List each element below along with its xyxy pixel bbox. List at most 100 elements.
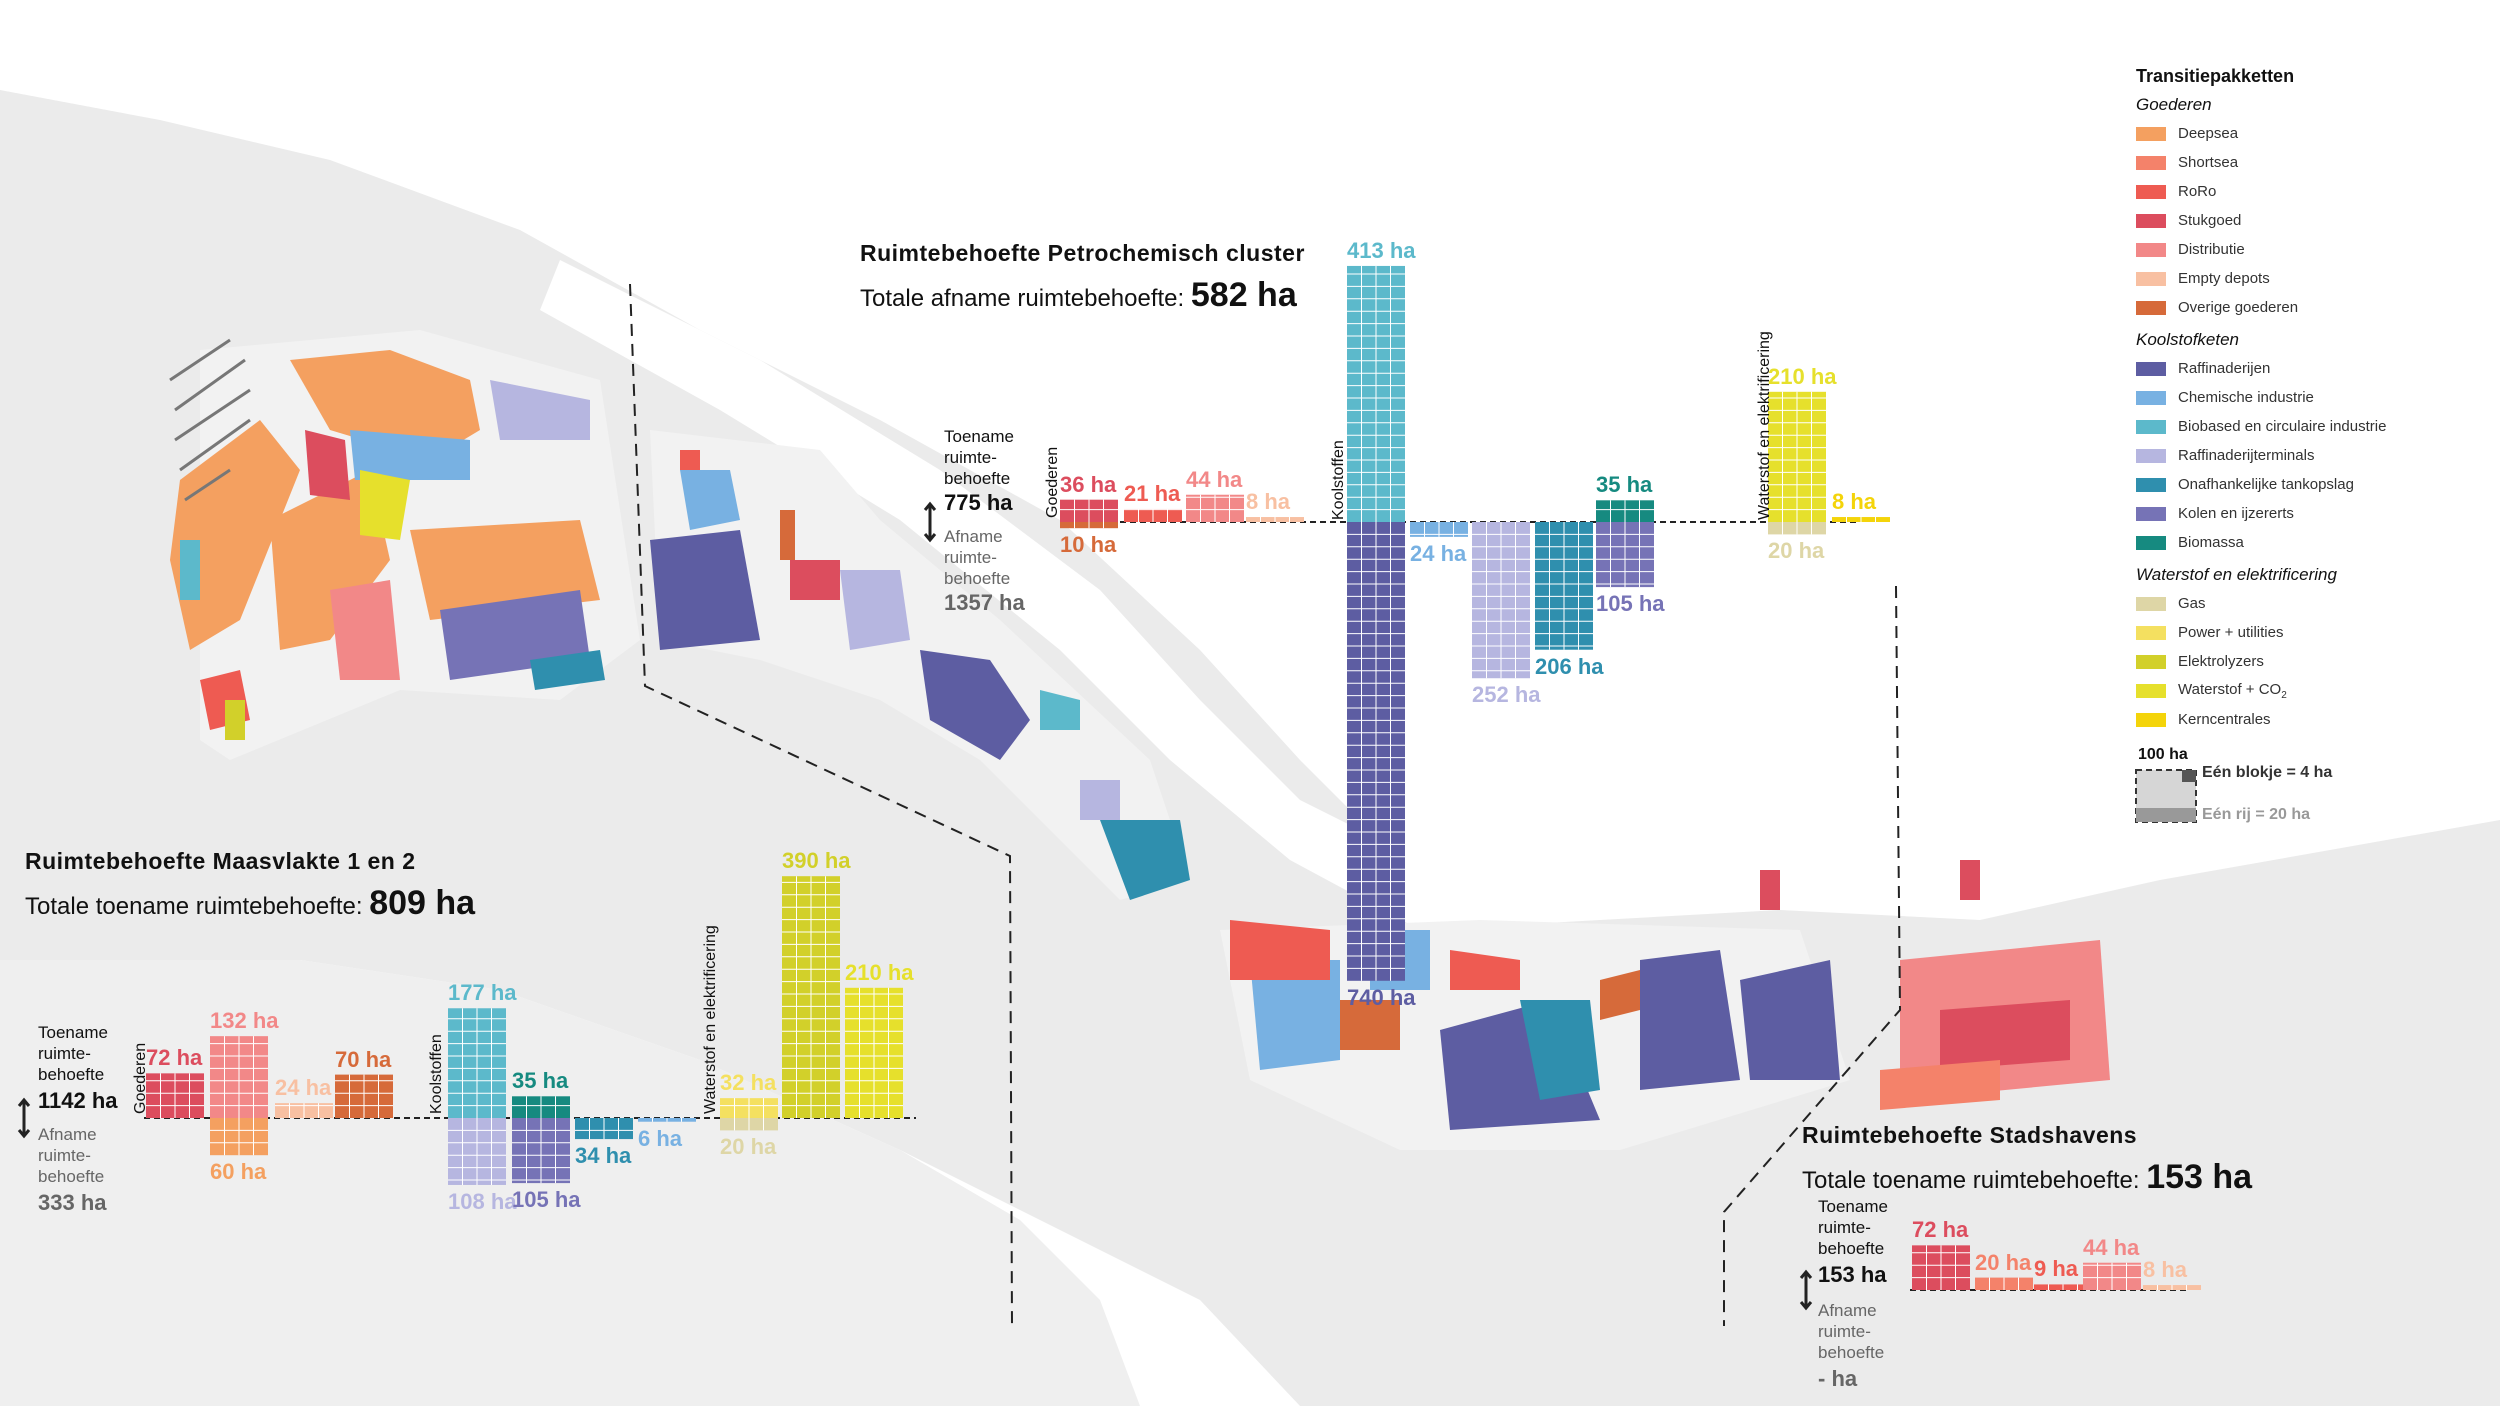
maasvlakte-subtitle-prefix: Totale toename ruimtebehoefte: bbox=[25, 893, 363, 920]
bar-kerncentrales bbox=[1832, 517, 1890, 522]
up-down-arrow-icon bbox=[923, 501, 937, 543]
chart-0 bbox=[923, 265, 1890, 981]
petrochem-group-kool: Koolstoffen bbox=[1330, 440, 1347, 520]
bar-waterstof-co2 bbox=[845, 987, 903, 1118]
scale-block-label: Eén blokje = 4 ha bbox=[2202, 764, 2333, 781]
bar-empty-depots bbox=[2143, 1285, 2201, 1290]
legend-label: Stukgoed bbox=[2178, 212, 2242, 229]
petrochem-total: 582 ha bbox=[1190, 276, 1297, 314]
petrochem-increase-label: Toename ruimte- behoefte bbox=[944, 427, 1014, 488]
maasvlakte-group-kool: Koolstoffen bbox=[428, 1034, 445, 1114]
petrochem-title: Ruimtebehoefte Petrochemisch cluster bbox=[860, 240, 1305, 266]
bar-value-label: 8 ha bbox=[2143, 1257, 2188, 1283]
bar-value-label: 105 ha bbox=[512, 1187, 581, 1213]
maasvlakte-title: Ruimtebehoefte Maasvlakte 1 en 2 bbox=[25, 848, 416, 874]
stadshavens-increase-label: Toename ruimte- behoefte bbox=[1818, 1197, 1888, 1258]
bar-shortsea bbox=[1975, 1277, 2033, 1290]
bar-value-label: 20 ha bbox=[720, 1134, 777, 1160]
legend-swatch bbox=[2136, 448, 2166, 463]
bar-value-label: 35 ha bbox=[512, 1068, 569, 1094]
legend-item: Elektrolyzers bbox=[2136, 647, 2476, 676]
petrochem-subtitle: Totale afname ruimtebehoefte: 582 ha bbox=[860, 276, 1297, 315]
bar-roro bbox=[2034, 1284, 2092, 1290]
legend-swatch bbox=[2136, 242, 2166, 257]
legend-swatch bbox=[2136, 535, 2166, 550]
legend-item: Raffinaderijen bbox=[2136, 354, 2476, 383]
bar-roro bbox=[1124, 508, 1182, 522]
bar-value-label: 44 ha bbox=[2083, 1234, 2140, 1260]
maasvlakte-subtitle: Totale toename ruimtebehoefte: 809 ha bbox=[25, 884, 475, 923]
bar-value-label: 36 ha bbox=[1060, 471, 1117, 497]
bar-distributie bbox=[2083, 1262, 2141, 1290]
scale-top-label: 100 ha bbox=[2138, 746, 2188, 763]
bar-value-label: 20 ha bbox=[1975, 1249, 2032, 1275]
maasvlakte-areas bbox=[169, 330, 640, 760]
bar-distributie bbox=[210, 1036, 268, 1118]
bar-value-label: 24 ha bbox=[275, 1075, 332, 1101]
legend-item: Overige goederen bbox=[2136, 293, 2476, 322]
bar-chemische-industrie bbox=[638, 1118, 696, 1122]
legend-item: RoRo bbox=[2136, 177, 2476, 206]
petrochem-increase-total: 775 ha bbox=[944, 490, 1013, 515]
maasvlakte-decrease-label: Afname ruimte- behoefte bbox=[38, 1125, 105, 1186]
bar-value-label: 6 ha bbox=[638, 1125, 683, 1151]
bar-value-label: 10 ha bbox=[1060, 532, 1117, 558]
bar-value-label: 132 ha bbox=[210, 1008, 279, 1034]
bar-value-label: 70 ha bbox=[335, 1046, 392, 1072]
legend-label: Gas bbox=[2178, 595, 2206, 612]
bar-value-label: 32 ha bbox=[720, 1070, 777, 1096]
bar-deepsea bbox=[210, 1118, 268, 1156]
legend-label: Elektrolyzers bbox=[2178, 653, 2264, 670]
legend-swatch bbox=[2136, 271, 2166, 286]
legend-item: Shortsea bbox=[2136, 148, 2476, 177]
up-down-arrow-icon bbox=[1799, 1269, 1813, 1311]
bar-value-label: 206 ha bbox=[1535, 653, 1604, 679]
scale-legend: 100 ha Eén blokje = 4 ha Eén rij = 20 ha bbox=[2134, 746, 2394, 826]
bar-value-label: 21 ha bbox=[1124, 480, 1181, 506]
stadshavens-decrease-label: Afname ruimte- behoefte bbox=[1818, 1301, 1885, 1362]
bar-value-label: 8 ha bbox=[1246, 489, 1291, 515]
bar-gas bbox=[1768, 522, 1826, 535]
bar-value-label: 34 ha bbox=[575, 1143, 632, 1169]
bar-empty-depots bbox=[1246, 517, 1304, 522]
bar-value-label: 9 ha bbox=[2034, 1256, 2079, 1282]
petrochem-subtitle-prefix: Totale afname ruimtebehoefte: bbox=[860, 285, 1185, 312]
bar-value-label: 740 ha bbox=[1347, 984, 1416, 1010]
legend-swatch bbox=[2136, 300, 2166, 315]
legend-item: Gas bbox=[2136, 589, 2476, 618]
bar-value-label: 413 ha bbox=[1347, 237, 1416, 263]
bar-biobased-en-circulaire-industrie bbox=[448, 1008, 506, 1118]
bar-raffinaderijterminals bbox=[448, 1118, 506, 1185]
bar-value-label: 390 ha bbox=[782, 848, 851, 874]
legend-label: Chemische industrie bbox=[2178, 389, 2314, 406]
legend-item: Deepsea bbox=[2136, 119, 2476, 148]
bar-value-label: 252 ha bbox=[1472, 682, 1541, 708]
legend-swatch bbox=[2136, 625, 2166, 640]
bar-stukgoed bbox=[146, 1073, 204, 1118]
legend-item: Onafhankelijke tankopslag bbox=[2136, 470, 2476, 499]
bar-value-label: 8 ha bbox=[1832, 489, 1877, 515]
legend-swatch bbox=[2136, 596, 2166, 611]
legend-item: Biomassa bbox=[2136, 528, 2476, 557]
legend-label: Deepsea bbox=[2178, 125, 2239, 142]
legend-swatch bbox=[2136, 390, 2166, 405]
bar-value-label: 177 ha bbox=[448, 980, 517, 1006]
bar-value-label: 24 ha bbox=[1410, 540, 1467, 566]
bar-raffinaderijterminals bbox=[1472, 522, 1530, 679]
bar-elektrolyzers bbox=[782, 876, 840, 1118]
bar-empty-depots bbox=[275, 1103, 333, 1118]
bar-biomassa bbox=[512, 1096, 570, 1118]
stadshavens-subtitle: Totale toename ruimtebehoefte: 153 ha bbox=[1802, 1158, 2252, 1197]
legend-label: Distributie bbox=[2178, 241, 2245, 258]
legend-label: Kolen en ijzererts bbox=[2178, 505, 2294, 522]
petrochemisch-areas bbox=[650, 430, 1190, 900]
legend-swatch bbox=[2136, 126, 2166, 141]
legend-swatch bbox=[2136, 683, 2166, 698]
chart-1 bbox=[17, 876, 916, 1185]
legend-group-title: Goederen bbox=[2136, 95, 2212, 114]
bar-biobased-en-circulaire-industrie bbox=[1347, 265, 1405, 522]
legend-swatch bbox=[2136, 361, 2166, 376]
maasvlakte-decrease-total: 333 ha bbox=[38, 1190, 107, 1215]
bar-gas bbox=[720, 1118, 778, 1131]
legend-item: Chemische industrie bbox=[2136, 383, 2476, 412]
